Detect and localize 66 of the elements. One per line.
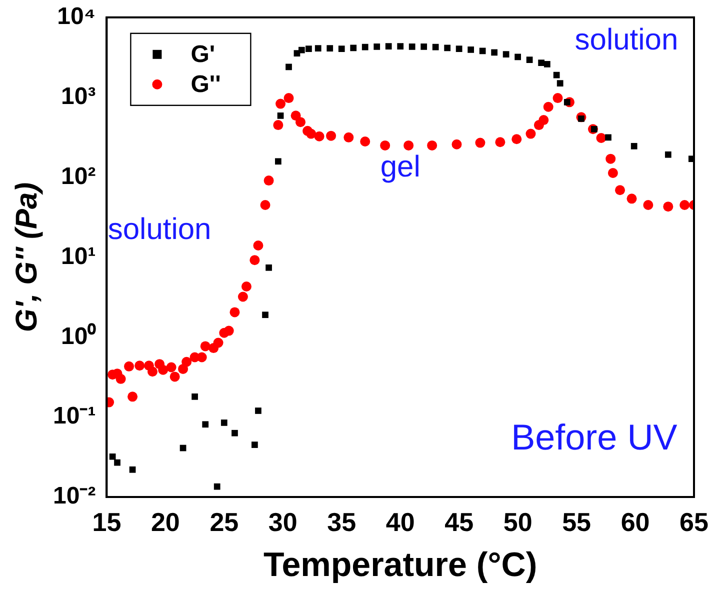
y-tick-label: 10² [61, 162, 96, 190]
annotation: Before UV [511, 416, 678, 458]
point [277, 112, 284, 119]
point [664, 151, 672, 158]
point [350, 44, 357, 52]
point [630, 142, 638, 150]
x-tick-label: 60 [620, 506, 650, 537]
point [385, 43, 392, 50]
point [556, 80, 564, 86]
annotation: gel [380, 150, 420, 184]
point [338, 46, 345, 52]
y-tick-label: 10¹ [61, 242, 96, 270]
point [232, 430, 238, 436]
x-tick-label: 35 [327, 506, 356, 537]
point [544, 60, 550, 68]
x-tick-label: 40 [386, 506, 415, 537]
point [286, 64, 292, 70]
point [252, 442, 258, 448]
point [255, 408, 262, 414]
annotation: solution [574, 24, 678, 57]
x-tick-label: 30 [268, 506, 298, 537]
point [468, 46, 474, 53]
point [306, 46, 312, 52]
point [526, 56, 533, 63]
x-tick-label: 50 [503, 506, 532, 537]
point [266, 264, 272, 271]
point [202, 421, 209, 428]
y-tick-label: 10⁴ [57, 3, 96, 30]
legend-label: G' [190, 41, 216, 68]
point [408, 44, 416, 50]
point [374, 44, 380, 50]
point [220, 420, 228, 426]
x-tick-label: 55 [562, 506, 591, 537]
y-tick-label: 10³ [61, 82, 96, 110]
point [262, 312, 268, 318]
x-tick-label: 45 [444, 506, 474, 537]
point [326, 45, 334, 52]
point [432, 44, 439, 50]
point [502, 51, 510, 58]
point [114, 459, 120, 466]
point [214, 483, 220, 490]
x-tick-label: 20 [150, 506, 180, 537]
y-tick-label: 10⁻¹ [53, 402, 96, 430]
point [314, 45, 322, 52]
point [491, 49, 498, 56]
x-tick-label: 65 [680, 506, 708, 537]
point [605, 134, 612, 141]
point [129, 466, 136, 473]
point [362, 44, 368, 50]
point [456, 46, 462, 52]
y-axis-title: G', G'' (Pa) [10, 182, 44, 332]
point [275, 158, 282, 165]
point [397, 43, 404, 50]
annotation: solution [108, 213, 212, 246]
point [444, 44, 451, 52]
point [553, 72, 560, 78]
point [298, 46, 305, 54]
x-axis-title: Temperature (°C) [264, 546, 538, 584]
point [109, 453, 116, 460]
point [192, 393, 198, 400]
legend-label: G'' [190, 71, 221, 98]
x-tick-label: 25 [210, 506, 239, 537]
point [514, 54, 521, 60]
y-tick-label: 10⁰ [60, 322, 97, 350]
point [420, 44, 428, 50]
point [538, 60, 544, 66]
